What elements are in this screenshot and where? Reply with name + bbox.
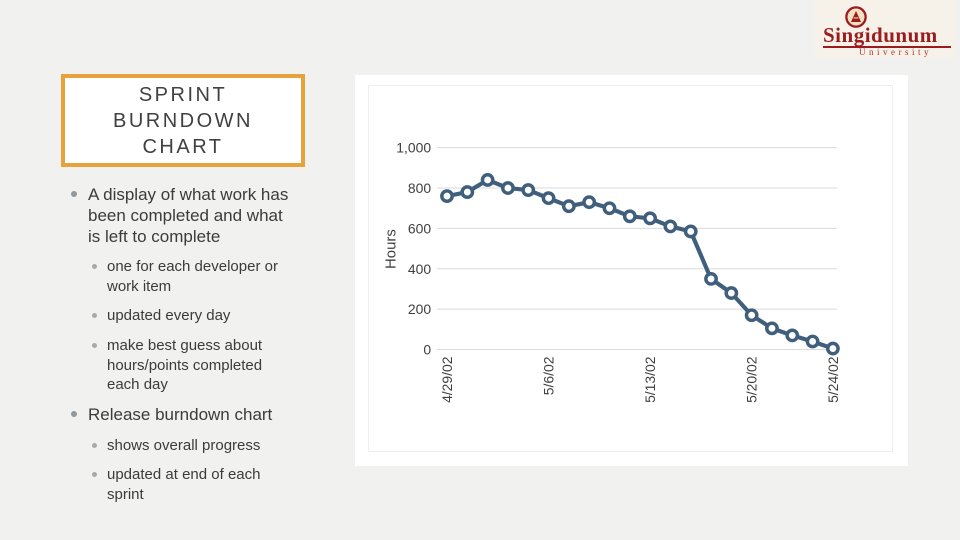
data-point-marker xyxy=(704,271,718,286)
logo-subtitle: University xyxy=(859,47,932,57)
y-tick-label: 600 xyxy=(408,220,431,236)
x-tick-label: 5/24/02 xyxy=(825,356,841,403)
bullet-item: A display of what work has been complete… xyxy=(88,185,289,246)
university-crest-icon xyxy=(845,6,867,28)
data-point-marker xyxy=(480,173,495,187)
data-point-marker xyxy=(643,211,658,226)
data-point-marker xyxy=(602,201,617,216)
x-tick-label: 4/29/02 xyxy=(439,356,455,403)
data-point-marker xyxy=(765,321,779,336)
data-point-marker xyxy=(561,199,576,214)
sub-bullet-icon xyxy=(92,443,97,448)
bullet-icon xyxy=(71,191,77,197)
data-point-marker xyxy=(744,308,759,323)
data-point-marker xyxy=(521,183,536,197)
x-tick-label: 5/6/02 xyxy=(541,356,557,395)
sub-bullet-item: one for each developer or work item xyxy=(107,258,278,295)
y-tick-label: 200 xyxy=(408,301,431,317)
sub-bullet-item: make best guess about hours/points compl… xyxy=(107,337,263,393)
data-point-marker xyxy=(724,286,739,300)
burndown-chart-svg: 0 200 400 600 800 1,000 4/29/02 5/6/02 5/13/02 5/… xyxy=(383,140,841,403)
sub-bullet-icon xyxy=(92,343,97,348)
y-tick-label: 400 xyxy=(408,261,431,277)
data-point-marker xyxy=(440,189,454,204)
slide-title-box: SPRINT BURNDOWN CHART xyxy=(61,74,305,167)
sub-bullet-icon xyxy=(92,472,97,477)
data-point-marker xyxy=(785,328,800,343)
logo-name: Singidunum xyxy=(823,24,951,48)
data-point-marker xyxy=(683,224,698,239)
data-point-marker xyxy=(805,334,820,349)
burndown-chart: 0 200 400 600 800 1,000 4/29/02 5/6/02 5/13/02 5/… xyxy=(368,85,893,452)
sub-bullet-icon xyxy=(92,313,97,318)
bullet-item: Release burndown chart xyxy=(88,405,273,424)
data-point-marker xyxy=(622,209,637,224)
data-point-marker xyxy=(460,185,475,199)
y-tick-label: 1,000 xyxy=(396,140,431,156)
y-tick-label: 0 xyxy=(423,342,431,358)
data-point-marker xyxy=(541,191,556,206)
sub-bullet-item: shows overall progress xyxy=(107,437,261,454)
chart-panel: 0 200 400 600 800 1,000 4/29/02 5/6/02 5/13/02 5/… xyxy=(355,75,908,466)
x-tick-label: 5/13/02 xyxy=(642,356,658,403)
data-point-marker xyxy=(501,181,515,195)
sub-bullet-icon xyxy=(92,264,97,269)
x-tick-label: 5/20/02 xyxy=(744,356,760,403)
y-axis-title: Hours xyxy=(383,229,399,269)
sub-bullet-item: updated at end of each sprint xyxy=(107,466,261,503)
data-point-marker xyxy=(663,219,678,234)
university-logo: Singidunum University xyxy=(815,0,955,58)
y-tick-label: 800 xyxy=(408,180,431,196)
data-point-marker xyxy=(582,195,597,210)
slide-title: SPRINT BURNDOWN CHART xyxy=(113,83,253,158)
sub-bullet-item: updated every day xyxy=(107,307,231,324)
data-point-marker xyxy=(825,341,840,356)
bullet-icon xyxy=(71,411,77,417)
